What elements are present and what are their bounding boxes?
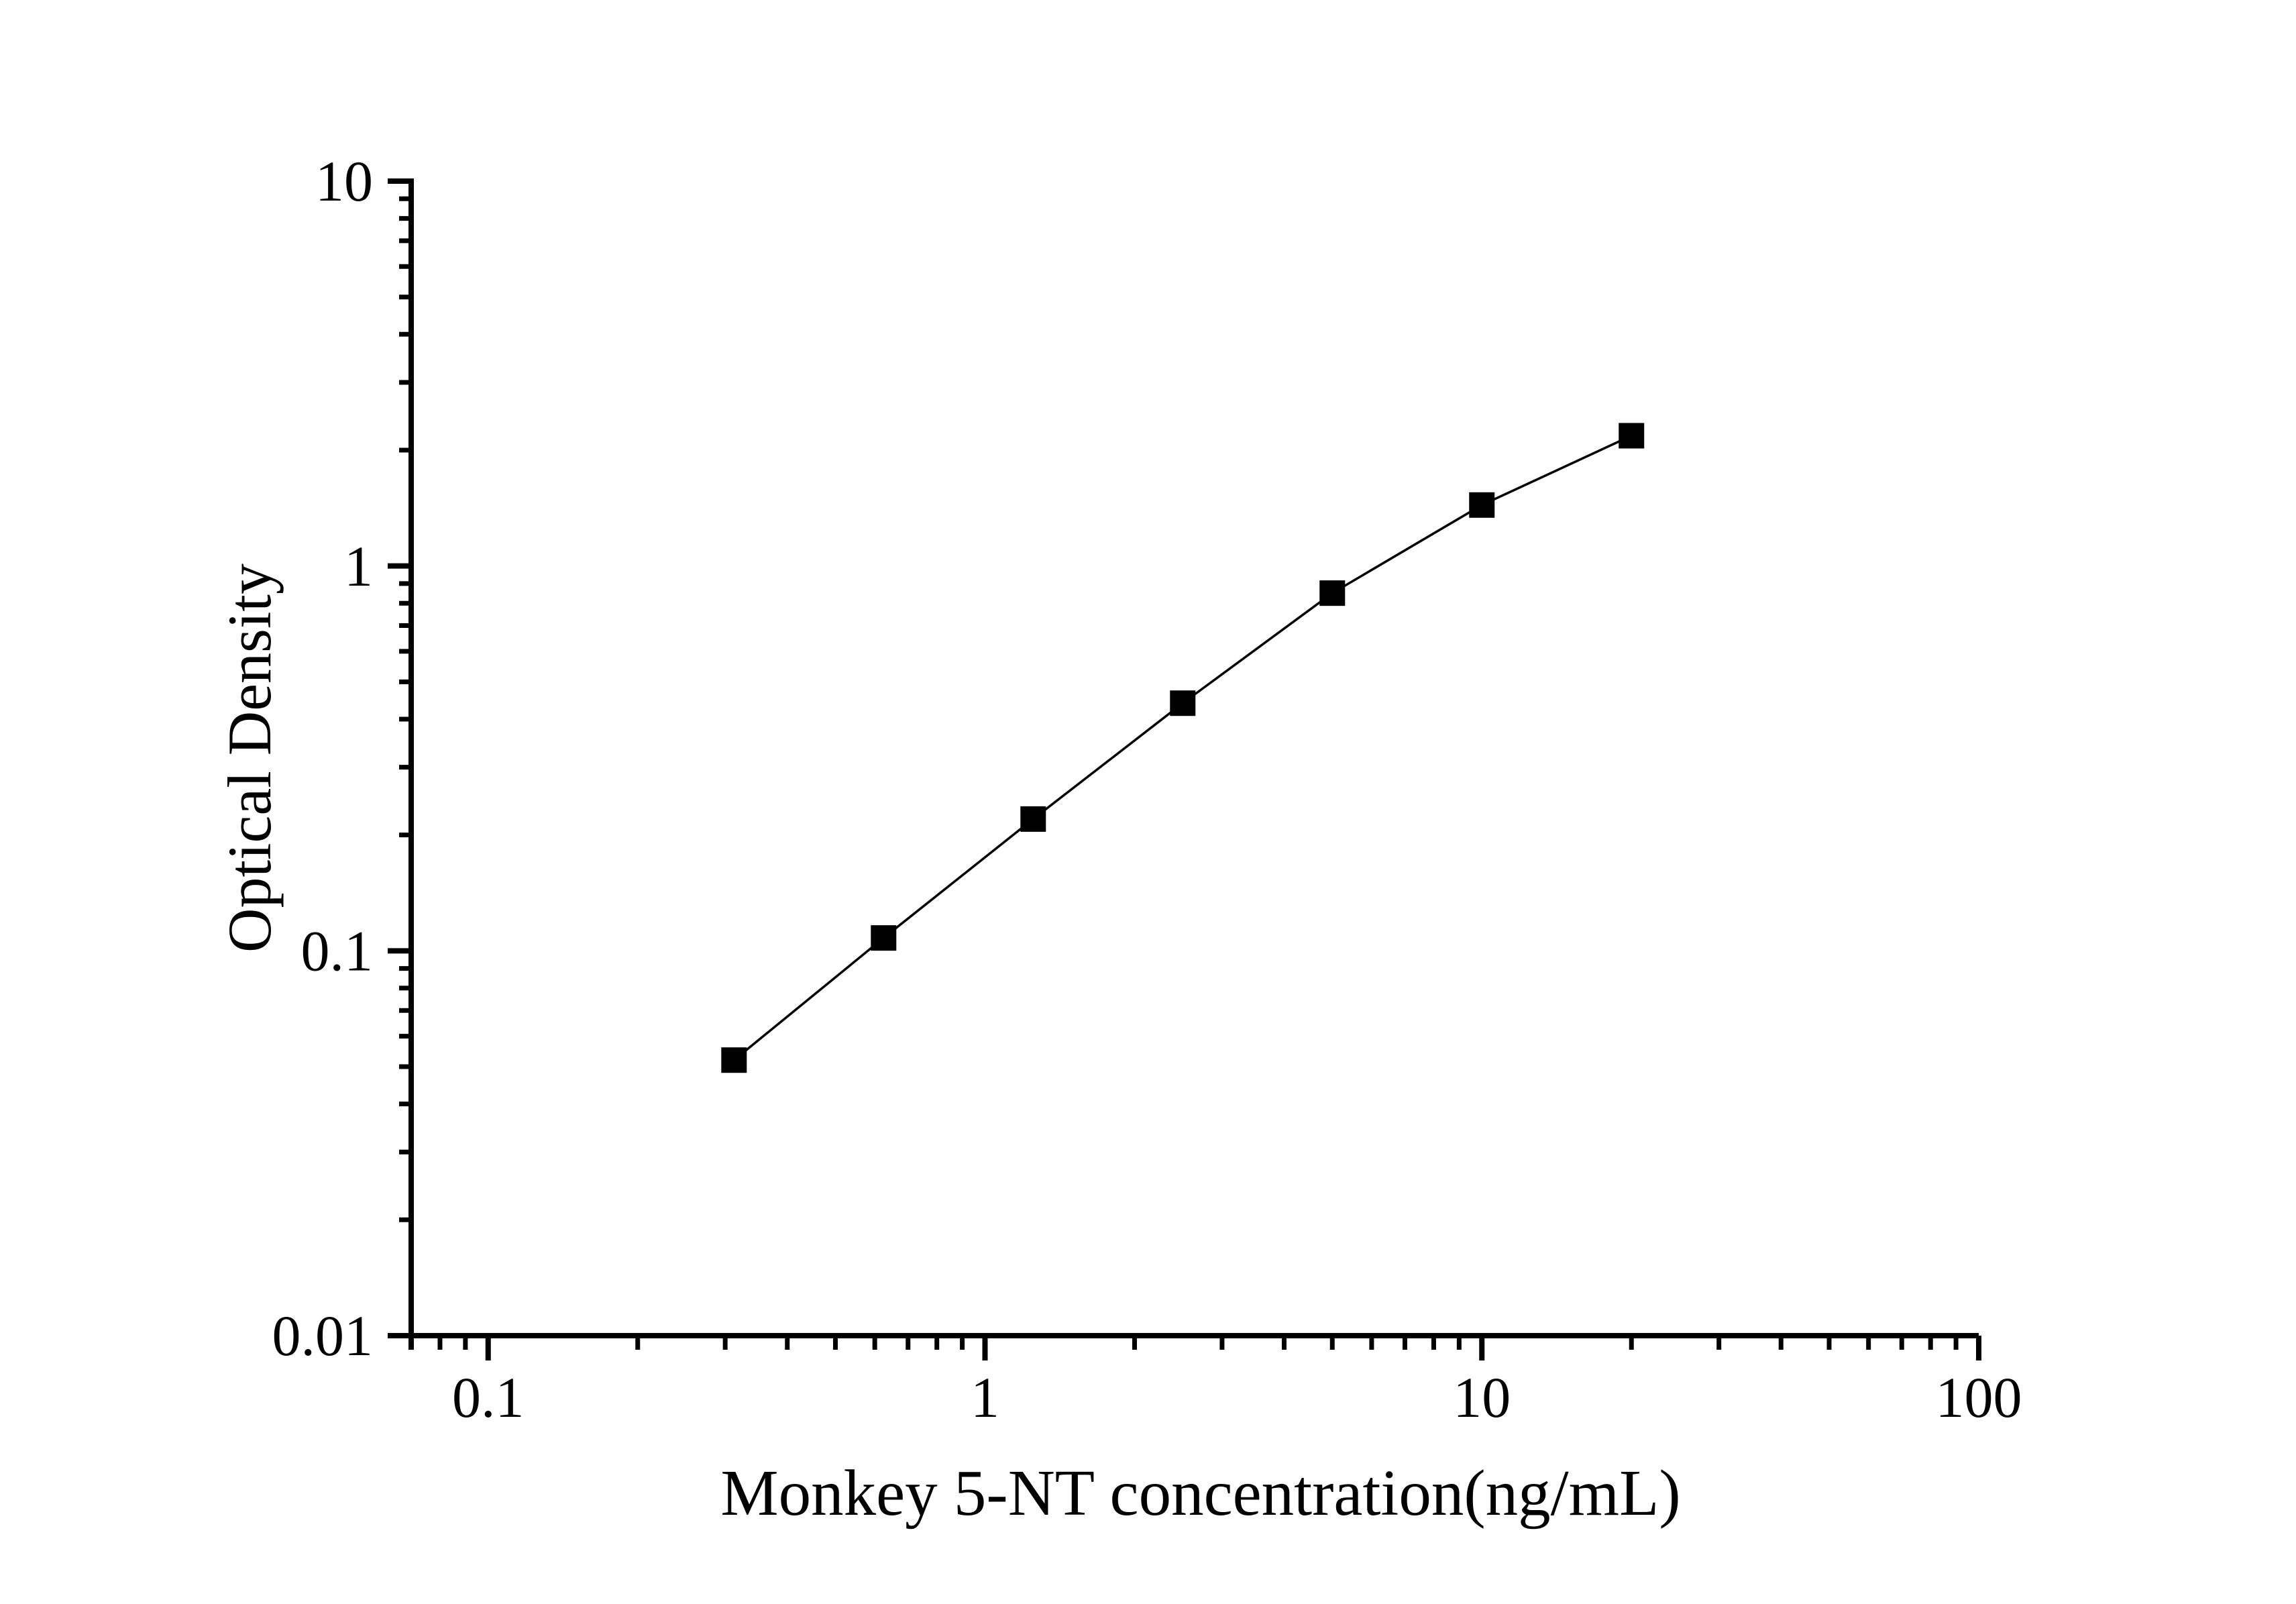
data-point-marker bbox=[1319, 580, 1346, 606]
x-tick-label: 100 bbox=[1936, 1365, 2022, 1430]
x-tick-label: 1 bbox=[971, 1365, 999, 1430]
axis-tick-labels: 0.1 1 10 100 0.01 0.1 1 10 bbox=[272, 149, 2022, 1430]
axis-ticks bbox=[388, 178, 1981, 1360]
series-line bbox=[733, 434, 1632, 1061]
data-point-marker bbox=[1170, 690, 1196, 716]
data-point-marker bbox=[1619, 423, 1645, 449]
data-point-marker bbox=[871, 925, 897, 951]
y-axis-title: Optical Density bbox=[215, 564, 284, 953]
y-tick-label: 0.1 bbox=[301, 919, 374, 983]
y-tick-label: 1 bbox=[344, 534, 373, 598]
axes bbox=[408, 178, 1979, 1350]
x-tick-label: 0.1 bbox=[452, 1365, 525, 1430]
y-tick-label: 0.01 bbox=[272, 1303, 374, 1368]
y-tick-label: 10 bbox=[315, 149, 373, 213]
data-point-marker bbox=[1020, 806, 1046, 832]
data-point-marker bbox=[721, 1047, 747, 1073]
data-point-marker bbox=[1469, 492, 1495, 518]
x-axis-title: Monkey 5-NT concentration(ng/mL) bbox=[720, 1457, 1680, 1529]
data-series bbox=[721, 423, 1645, 1073]
x-tick-label: 10 bbox=[1453, 1365, 1511, 1430]
